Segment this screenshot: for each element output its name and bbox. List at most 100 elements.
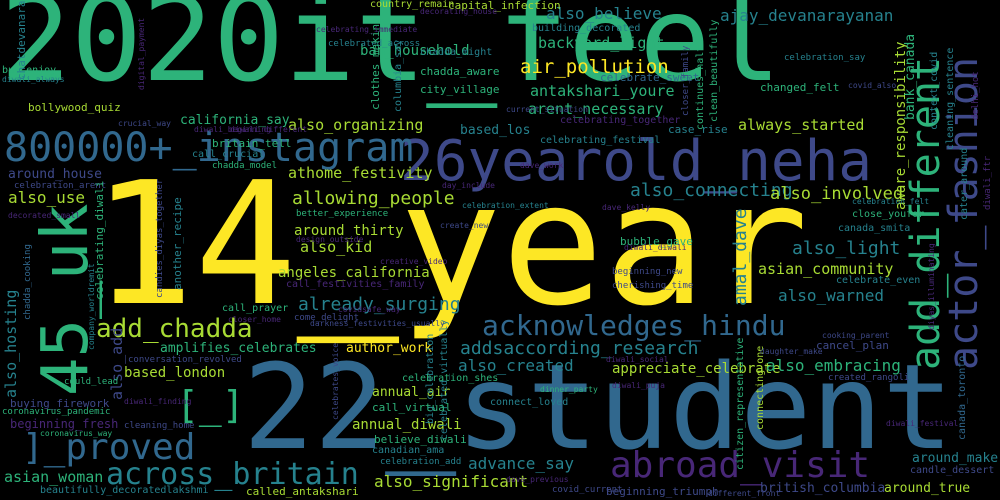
word-angeles-california: angeles_california [278,265,430,281]
word-diwali-always: diwali_always [2,75,65,84]
word-also-warned: also_warned [778,286,884,305]
word-celebrate-sweet: celebrate_sweet [600,71,700,84]
word-created-rangoli: created_rangoli [828,373,910,383]
word-14-year: 14_year [92,146,809,344]
word-also-add: also_add [108,327,126,400]
word-also-created: also_created [458,356,574,375]
word-columbia-say: columbia_say [393,39,404,112]
word-annual-air: annual_air [372,385,451,400]
word-based-los: based_los [460,123,531,138]
word-canadian-ama: canadian_ama [372,445,445,456]
word-close-youfor: close_youfor [852,209,925,220]
word-diwali-saysas: dave_previous [506,475,569,484]
word-another-recipe: another_recipe [171,197,184,290]
word-diyas-illuminating: digital_payment [137,17,146,90]
word-also-believe: also_believe [546,4,662,23]
word-citizen-representative: citizen_representative [735,337,746,470]
word-buy-enjoy: buy_enjoy [2,65,57,76]
word-connecting-one: connecting_one [755,345,766,430]
word-based-london: based_london [124,365,226,381]
word-design-outside: design_outside [296,235,364,244]
word-coronavirus-way: coronavirus_way [40,429,113,438]
word-continues-halt: continues_halt [695,45,706,130]
word-context-covid: context_covid [929,51,940,130]
word-diwali-festival: diwali_social [606,355,669,364]
word-cleaning-sentence: cleaning_sentence [945,47,956,150]
word-also-organizing: also_organizing [288,116,424,134]
word-celebration-felt: celebration_felt [852,197,930,206]
word-2020it-feel: 2020it_feel [0,0,782,108]
word-also-involved: also_involved [770,184,904,204]
word-celebrating-immediate: celebrating_immediate [316,25,418,34]
word-digital-payment: diwali_different [230,125,308,134]
word-current-situation: current_situation [506,105,588,114]
word-celebration-arent: celebration_arent [14,181,107,191]
word-daughter-make: daughter_make [760,347,823,356]
word-create-new: create_new [440,221,489,230]
word-call-crucial: call_crucial [192,149,265,160]
word-also-kid: also_kid [300,238,373,256]
word-around-house: around_house [8,167,102,182]
word-brackets: [_] [176,383,245,427]
word-athome-festivity: athome_festivity [288,164,433,182]
word-air-pollution: air_pollution [520,56,669,78]
word-also-connecting: also_connecting [630,180,793,201]
word-come-delight: come_delight [294,313,360,323]
word-country-remain: country_remain [370,0,455,10]
word-celebrates-voice: celebrates_voice [331,342,340,420]
word-clean-beautifully: clean_beautifully [709,19,720,122]
word-closer-home: closer_home [228,315,281,324]
word-celebration-say: celebration_say [784,53,866,63]
word-better-experience: better_experience [296,209,389,219]
word-also-hosting: also_hosting [2,289,20,398]
word-closer-family: closer_family [681,45,691,116]
word-asian-community: asian_community [758,260,894,278]
word-amal-dave: amal_dave [730,208,751,306]
word-decorating-house: decorating_house [420,7,498,16]
word-chadda-model: chadda_model [212,161,278,171]
word-beautifully-decoratedlakshmi: beautifully_decoratedlakshmi [40,485,209,496]
word-around-true: around_true [884,481,971,496]
word-diwali-social: diwali_puja [612,381,665,390]
word-bollywood-quiz: bollywood_quiz [28,101,121,114]
word-darkness-festivities-usually: darkness_festivities_usually [310,319,445,328]
word-could-lead: could_lead [64,377,119,387]
word-called-antakshari: called_antakshari [246,485,359,498]
word-always-started: always_started [738,116,865,134]
word-cooking-parent: cooking_parent [822,331,890,340]
word-celebrating-cleaning: delhi_hot [971,71,981,120]
word-diwali-beginning: diwali_festival [886,419,959,428]
word-abroad-visit: abroad_visit [610,445,871,486]
word-dinner-party: dinner_party [540,385,598,394]
word-already-surging: already_surging [298,294,461,315]
word-city-village: city_village [420,83,500,96]
word-celebrating-festival: celebrating_festival [540,135,661,146]
word-creative-video: creative_video [380,257,448,266]
word-beginning-triumph: beginning_triumph [606,485,719,498]
word-ajay-devanarayanan: ajay_devanarayanan [720,6,894,25]
word-advance-say: advance_say [468,454,574,473]
word-dave-work: dave_work [520,161,564,170]
word-800000-instagram: 800000+_instagram [4,125,414,171]
word-canada-smita: canada_smita [838,223,911,234]
word-course-ourselvesfreedom: diyas_illuminating [927,243,936,330]
word-celebrate-even: celebrate_even [836,275,921,286]
word-call-prayer: call_prayer [222,303,289,314]
word-believe-diwali: believe_diwali [374,433,467,446]
word-chadda-might: chadda_might [420,47,493,58]
word-antakshari-youre: antakshari_youre [530,82,675,100]
word-asian-woman: asian_woman [4,468,104,486]
word-buying-firework: buying_firework [10,397,110,410]
word-beginning-fresh: beginning_fresh [10,417,119,431]
word-crucial-way: crucial_way [118,119,171,128]
word-candle-dessert: candle_dessert [910,465,995,476]
word-covid-also: covid_also [848,81,897,90]
word-amplifies-celebrates: amplifies_celebrates [160,341,317,356]
word-devon-england: diwali_finding [124,397,192,406]
word-building-decorated: building_decorated [532,23,641,34]
word-diyas-around: diwali_diwali [624,243,687,252]
word-case-rise: case_rise [668,123,728,136]
word-celebrating-together: celebrating_together [560,115,681,126]
word-connect-loved: connect_loved [490,397,569,408]
word-also-use: also_use [8,188,86,207]
